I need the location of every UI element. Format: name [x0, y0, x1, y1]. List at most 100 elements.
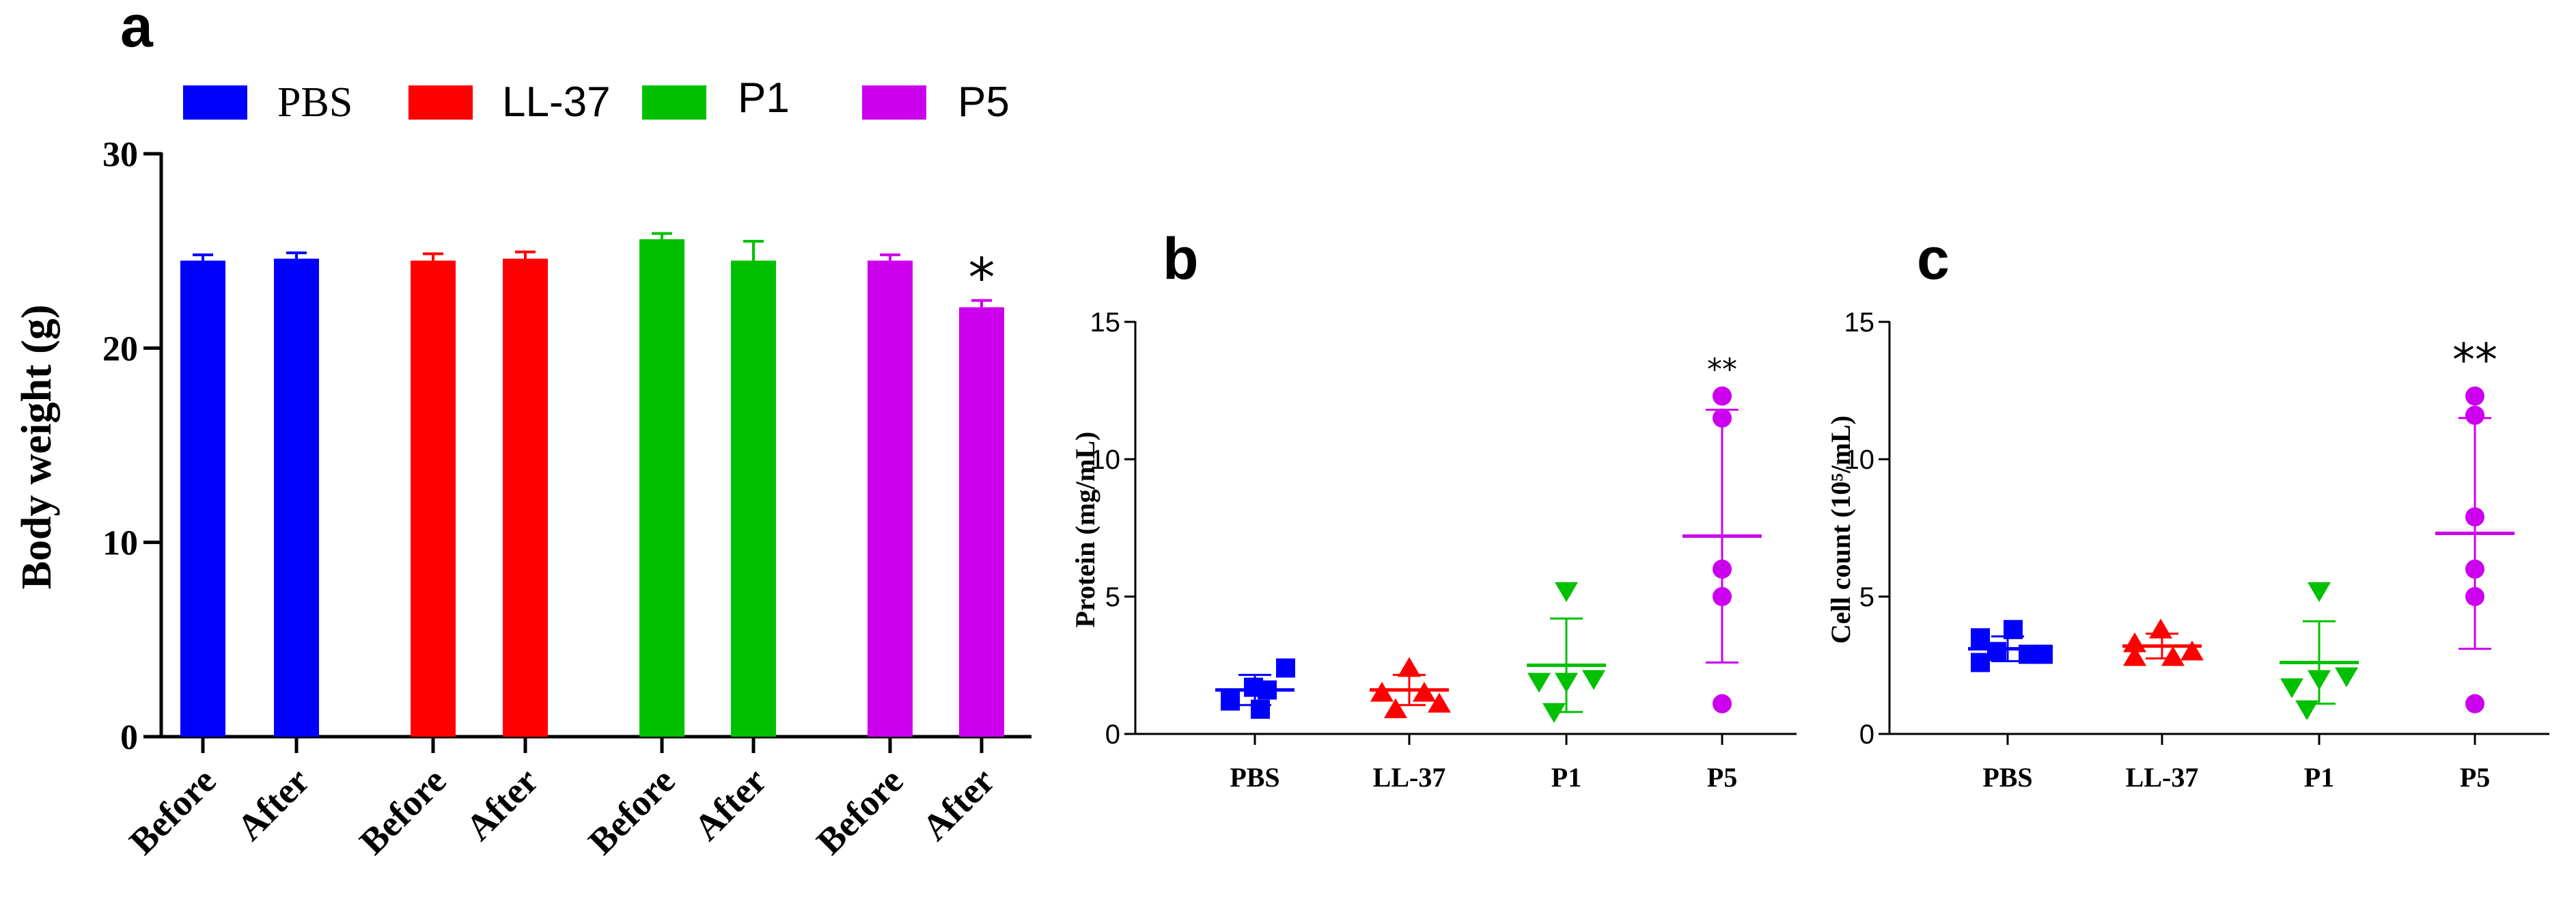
x-label-a: Before — [352, 760, 454, 862]
y-axis-title-c: Cell count (10⁵/mL) — [1825, 415, 1856, 644]
y-tick-label-a: 10 — [102, 524, 138, 563]
data-point-circle — [1713, 386, 1732, 406]
panel-a: a PBS LL-37 P1 P5 Body weight (g) 0 10 20 3… — [14, 0, 1031, 862]
data-point-triangle-up — [2180, 640, 2204, 661]
data-point-triangle-up — [2149, 618, 2172, 639]
x-label-a: After — [229, 760, 317, 848]
data-point-triangle-down — [2308, 670, 2331, 690]
data-point-triangle-down — [1582, 670, 1605, 690]
y-tick-label-a: 0 — [120, 718, 138, 757]
legend-label-ll37: LL-37 — [502, 79, 611, 126]
data-point-circle — [1713, 587, 1732, 606]
significance-marker: * — [969, 248, 995, 310]
bar-ll37-after — [503, 258, 548, 737]
data-point-triangle-down — [1527, 672, 1551, 693]
legend-swatch-pbs — [183, 85, 247, 120]
y-tick-label: 15 — [1090, 308, 1121, 338]
data-point-square — [1221, 691, 1240, 711]
legend-label-p1: P1 — [738, 74, 790, 122]
data-point-circle — [2465, 507, 2484, 527]
data-point-triangle-up — [1384, 698, 1407, 718]
x-label-a: Before — [122, 760, 224, 862]
y-tick-label-a: 30 — [102, 135, 138, 174]
data-point-circle — [2465, 694, 2484, 713]
x-category-label: LL-37 — [2126, 762, 2199, 793]
x-category-label: P1 — [1551, 762, 1581, 793]
data-point-triangle-up — [2123, 646, 2146, 666]
data-point-circle — [1713, 559, 1732, 579]
legend-label-p5: P5 — [958, 79, 1010, 126]
y-tick-label: 10 — [1090, 445, 1121, 475]
significance-marker: ** — [1707, 353, 1737, 387]
data-point-circle — [1713, 694, 1732, 713]
y-tick-label-a: 20 — [102, 329, 138, 368]
data-point-triangle-down — [1555, 582, 1578, 602]
data-point-triangle-down — [2295, 700, 2318, 720]
y-axis-title-a: Body weight (g) — [14, 305, 60, 590]
data-point-circle — [2465, 386, 2484, 406]
data-point-triangle-up — [1370, 681, 1394, 702]
y-tick-label: 10 — [1844, 445, 1875, 475]
panel-letter-c: c — [1917, 226, 1950, 292]
data-point-triangle-up — [1413, 681, 1436, 702]
data-point-square — [1251, 699, 1270, 719]
legend-swatch-ll37 — [408, 85, 473, 120]
significance-marker: ** — [2452, 334, 2497, 387]
x-label-a: Before — [809, 760, 911, 862]
x-label-a: Before — [581, 760, 683, 862]
panel-letter-a: a — [120, 0, 154, 59]
data-point-triangle-down — [2335, 667, 2358, 687]
y-tick-label: 5 — [1859, 582, 1874, 612]
data-point-circle — [2465, 559, 2484, 579]
y-tick-label: 5 — [1105, 582, 1120, 612]
legend-a: PBS LL-37 P1 P5 — [183, 74, 1010, 126]
data-point-circle — [1713, 408, 1732, 428]
y-tick-label: 0 — [1105, 720, 1120, 750]
panel-b: b Protein (mg/mL) 0 5 10 15 PBS LL-37 P1 P5 ** — [1070, 226, 1797, 793]
bar-p1-after — [731, 260, 776, 737]
bar-p5-after — [959, 307, 1004, 737]
y-ticks-a: 0 10 20 30 — [102, 135, 161, 757]
data-point-triangle-down — [2280, 678, 2303, 698]
data-point-triangle-down — [1555, 672, 1578, 693]
data-point-triangle-up — [1398, 657, 1421, 677]
plot-b: 0 5 10 15 PBS LL-37 P1 P5 ** — [1090, 308, 1797, 793]
x-category-label: PBS — [1230, 762, 1279, 793]
bars-a: * — [180, 232, 1004, 753]
data-point-circle — [2465, 405, 2484, 425]
bar-pbs-after — [274, 258, 319, 737]
data-point-circle — [2465, 587, 2484, 606]
x-label-a: After — [458, 760, 546, 848]
data-point-square — [1971, 653, 1990, 672]
bar-pbs-before — [180, 260, 225, 737]
x-label-a: After — [914, 760, 1002, 848]
bar-p5-before — [868, 260, 913, 737]
panel-c: c Cell count (10⁵/mL) 0 5 10 15 PBS LL-37 P1 P5… — [1825, 226, 2549, 793]
y-tick-label: 15 — [1844, 308, 1875, 338]
data-point-triangle-up — [2161, 646, 2185, 666]
panel-letter-b: b — [1163, 226, 1199, 292]
plot-c: 0 5 10 15 PBS LL-37 P1 P5 ** — [1844, 308, 2549, 793]
legend-swatch-p5 — [862, 85, 926, 120]
data-point-triangle-down — [1542, 703, 1566, 723]
data-point-square — [1987, 642, 2006, 662]
x-category-label: LL-37 — [1373, 762, 1446, 793]
legend-label-pbs: PBS — [277, 79, 352, 126]
x-category-label: PBS — [1982, 762, 2032, 793]
data-point-triangle-down — [2308, 582, 2331, 602]
y-axis-title-b: Protein (mg/mL) — [1070, 432, 1100, 628]
bar-p1-before — [639, 239, 684, 737]
data-point-triangle-up — [1428, 692, 1451, 713]
data-point-square — [1276, 658, 1295, 678]
bar-ll37-before — [411, 260, 456, 737]
x-labels-a: Before After Before After Before After Before A… — [122, 760, 1003, 862]
x-label-a: After — [686, 760, 774, 848]
x-category-label: P1 — [2304, 762, 2334, 793]
data-point-square — [2004, 620, 2023, 640]
y-tick-label: 0 — [1859, 720, 1874, 750]
legend-swatch-p1 — [642, 85, 706, 120]
data-point-square — [1971, 628, 1990, 648]
x-category-label: P5 — [1707, 762, 1737, 793]
x-category-label: P5 — [2460, 762, 2490, 793]
